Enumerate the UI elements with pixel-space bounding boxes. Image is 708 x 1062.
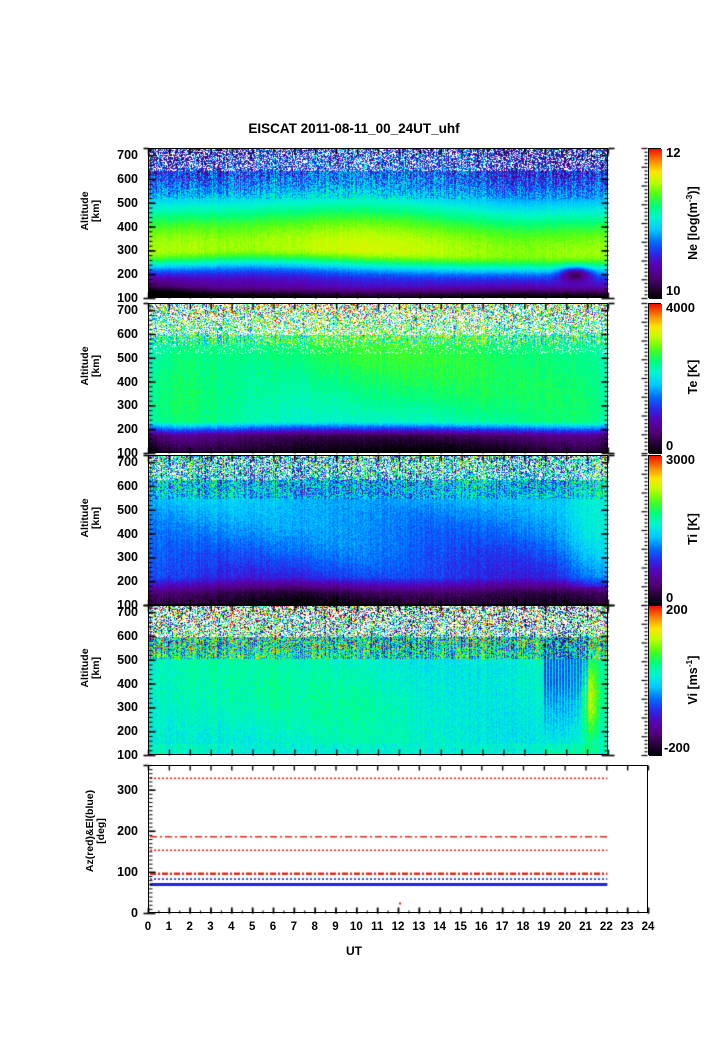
ytick-label: 100 <box>117 291 138 305</box>
xtick-label: 2 <box>186 921 193 933</box>
ytick-label: 500 <box>117 195 138 210</box>
xtick-label: 16 <box>474 921 488 933</box>
xtick-label: 12 <box>391 921 405 933</box>
xtick-label: 10 <box>349 921 363 933</box>
colorbar-vi-title: Vi [ms-1] <box>684 610 700 750</box>
xtick-label: 23 <box>620 921 634 933</box>
ytick-label: 600 <box>117 628 138 643</box>
ytick-label: 200 <box>117 574 138 589</box>
xtick-label: 15 <box>454 921 467 933</box>
colorbar-te <box>648 303 662 454</box>
ytick-label: 700 <box>117 148 138 163</box>
xtick-label: 9 <box>332 921 339 933</box>
colorbar-te-title: Te [K] <box>686 312 700 442</box>
ytick-label: 200 <box>117 267 138 282</box>
colorbar-vi-title-tail: ] <box>686 655 701 660</box>
ytick-label: 400 <box>117 374 138 389</box>
colorbar-ti-title: Ti [K] <box>686 464 700 594</box>
colorbar-ne-max: 12 <box>666 145 681 160</box>
ytick-label: 600 <box>117 478 138 493</box>
xtick-label: 24 <box>641 921 655 933</box>
ytick-label: 500 <box>117 652 138 667</box>
colorbar-ne-title-tail: )] <box>686 186 701 195</box>
ytick-label: 0 <box>131 906 138 920</box>
colorbar-vi-title-main: Vi [ms <box>686 667 701 705</box>
ytick-label: 300 <box>117 700 138 715</box>
xtick-label: 11 <box>371 921 384 933</box>
colorbar-te-title-main: Te [K] <box>686 359 700 395</box>
xtick-label: 5 <box>248 921 256 933</box>
colorbar-ne-title: Ne [log(m-3)] <box>684 153 700 293</box>
xtick-label: 13 <box>412 921 426 933</box>
ytick-label: 100 <box>117 598 138 612</box>
ytick-label: 700 <box>117 303 138 318</box>
xaxis-label: UT <box>346 944 362 958</box>
ytick-label: 300 <box>117 782 138 797</box>
page-title: EISCAT 2011-08-11_00_24UT_uhf <box>248 121 460 136</box>
xtick-label: 22 <box>599 921 613 933</box>
xtick-label: 18 <box>516 921 530 933</box>
xtick-label: 4 <box>228 921 235 933</box>
panel-azel <box>148 765 648 913</box>
xtick-label: 0 <box>144 921 152 933</box>
panel-te <box>148 303 608 453</box>
ytick-label: 300 <box>117 243 138 258</box>
xtick-label: 1 <box>165 921 173 933</box>
xtick-label: 19 <box>537 921 551 933</box>
ytick-label: 200 <box>117 724 138 739</box>
xtick-label: 6 <box>269 921 277 933</box>
xtick-label: 17 <box>495 921 509 933</box>
xtick-label: 3 <box>207 921 214 933</box>
panel-vi <box>148 605 608 755</box>
ytick-label: 400 <box>117 676 138 691</box>
ytick-label: 100 <box>117 864 138 879</box>
ytick-label: 300 <box>117 550 138 565</box>
panel-ti <box>148 455 608 605</box>
ytick-label: 500 <box>117 350 138 365</box>
ytick-label: 100 <box>117 748 138 762</box>
colorbar-ne <box>648 148 662 299</box>
colorbar-ne-title-sup: -3 <box>683 194 694 203</box>
xtick-label: 14 <box>433 921 447 933</box>
xtick-label: 20 <box>558 921 572 933</box>
ytick-label: 400 <box>117 219 138 234</box>
colorbar-vi <box>648 605 662 756</box>
colorbar-vi-title-sup: -1 <box>683 659 694 668</box>
ytick-label: 700 <box>117 605 138 620</box>
ytick-label: 700 <box>117 455 138 470</box>
panel-ne <box>148 148 608 298</box>
ytick-label: 200 <box>117 422 138 437</box>
ytick-label: 300 <box>117 398 138 413</box>
ytick-label: 100 <box>117 446 138 460</box>
colorbar-ti-title-main: Ti [K] <box>686 513 700 545</box>
colorbar-ti <box>648 455 662 606</box>
ytick-label: 600 <box>117 326 138 341</box>
ytick-label: 500 <box>117 502 138 517</box>
colorbar-ne-min: 10 <box>666 283 681 298</box>
xtick-label: 7 <box>290 921 298 933</box>
ytick-label: 600 <box>117 171 138 186</box>
xtick-label: 21 <box>579 921 592 933</box>
ytick-label: 200 <box>117 823 138 838</box>
ytick-label: 400 <box>117 526 138 541</box>
xtick-label: 8 <box>311 921 318 933</box>
colorbar-ne-title-main: Ne [log(m <box>686 202 701 260</box>
colorbar-te-min: 0 <box>666 438 674 453</box>
